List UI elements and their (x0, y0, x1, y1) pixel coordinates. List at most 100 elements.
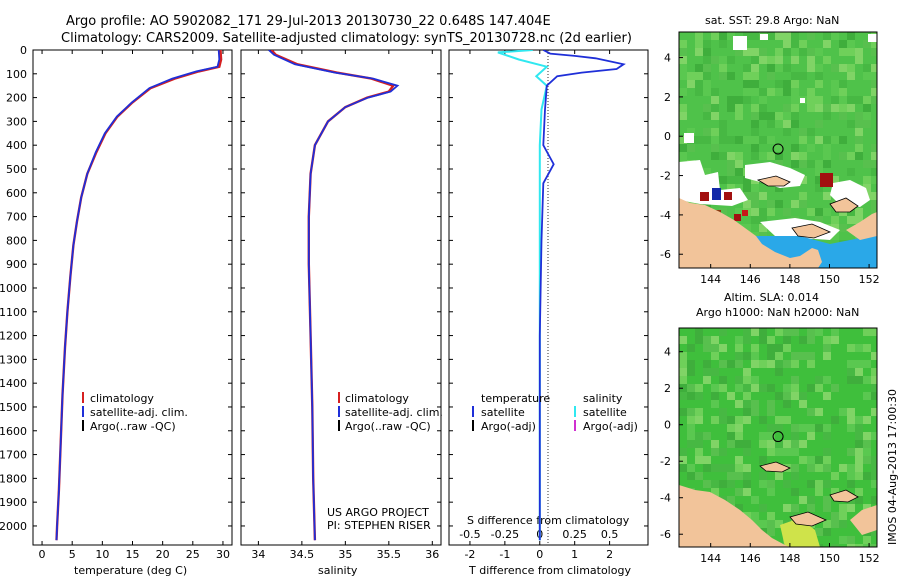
x-tick-label: 10 (95, 548, 109, 561)
map-cell (751, 328, 759, 336)
map-cell (871, 496, 877, 504)
map-cell (855, 360, 863, 368)
map-cell (799, 136, 807, 144)
depth-tick-label: 500 (6, 163, 27, 176)
map-cell (863, 104, 871, 112)
x-tick-label: -0.5 (459, 528, 480, 541)
warm-patch (700, 192, 709, 201)
temperature-difference-line (538, 50, 626, 541)
map-cell (839, 520, 847, 528)
map-cell (799, 352, 807, 360)
map-cell (679, 40, 687, 48)
map-cell (871, 368, 877, 376)
x-tick-label: -0.25 (491, 528, 519, 541)
map-cell (735, 432, 743, 440)
map-cell (703, 432, 711, 440)
map-cell (743, 64, 751, 72)
x-tick-label: 1 (571, 548, 578, 561)
map-cell (783, 48, 791, 56)
x-tick-label: 35 (338, 548, 352, 561)
map-cell (767, 520, 775, 528)
map-cell (807, 56, 815, 64)
map-cell (815, 528, 823, 536)
map-cell (807, 160, 815, 168)
map-cell (687, 424, 695, 432)
map-cell (775, 440, 783, 448)
map-cell (791, 432, 799, 440)
map-cell (799, 400, 807, 408)
map-cell (759, 432, 767, 440)
map-cell (831, 64, 839, 72)
map-cell (711, 400, 719, 408)
map-cell (783, 344, 791, 352)
map-cell (871, 472, 877, 480)
map-cell (791, 96, 799, 104)
map-cell (839, 112, 847, 120)
x-tick-label: 0 (536, 548, 543, 561)
map-cell (703, 48, 711, 56)
map-cell (847, 344, 855, 352)
x-tick-label: 2 (606, 548, 613, 561)
map-cell (775, 344, 783, 352)
map-cell (871, 88, 877, 96)
s-difference-axis-label: S difference from climatology (467, 514, 630, 527)
map-cell (815, 488, 823, 496)
cloud-patch (760, 34, 768, 40)
depth-tick-label: 2000 (0, 520, 27, 533)
depth-tick-label: 800 (6, 234, 27, 247)
map-cell (791, 504, 799, 512)
lon-tick-label: 152 (859, 273, 880, 286)
map-cell (727, 184, 735, 192)
map-cell (743, 416, 751, 424)
float-position-marker (772, 143, 784, 155)
map-cell (831, 512, 839, 520)
map-cell (767, 432, 775, 440)
map-cell (767, 424, 775, 432)
cloud-patch (800, 98, 805, 103)
map-cell (679, 56, 687, 64)
map-cell (831, 32, 839, 40)
map-cell (847, 152, 855, 160)
sla-land (679, 485, 790, 547)
map-cell (679, 448, 687, 456)
project-annotation-line2: PI: STEPHEN RISER (327, 519, 431, 532)
map-cell (863, 376, 871, 384)
lat-tick-label: 2 (664, 91, 671, 104)
map-cell (719, 32, 727, 40)
map-cell (711, 336, 719, 344)
map-cell (695, 392, 703, 400)
map-cell (695, 456, 703, 464)
map-cell (679, 112, 687, 120)
map-cell (783, 64, 791, 72)
depth-tick-label: 1400 (0, 377, 27, 390)
map-cell (775, 88, 783, 96)
map-cell (783, 360, 791, 368)
map-cell (855, 464, 863, 472)
sla-island (789, 511, 827, 527)
map-cell (775, 120, 783, 128)
map-cell (743, 176, 751, 184)
map-cell (695, 72, 703, 80)
x-tick-label: 30 (216, 548, 230, 561)
depth-tick-label: 1700 (0, 449, 27, 462)
difference-panel (448, 49, 649, 546)
map-cell (695, 32, 703, 40)
map-cell (863, 72, 871, 80)
map-cell (727, 104, 735, 112)
map-cell (815, 464, 823, 472)
map-cell (815, 176, 823, 184)
depth-tick-label: 1200 (0, 330, 27, 343)
map-cell (735, 48, 743, 56)
map-cell (863, 448, 871, 456)
map-cell (703, 376, 711, 384)
map-cell (727, 392, 735, 400)
map-cell (863, 360, 871, 368)
map-cell (799, 496, 807, 504)
map-cell (735, 384, 743, 392)
map-cell (847, 120, 855, 128)
map-cell (815, 456, 823, 464)
map-cell (687, 440, 695, 448)
map-cell (823, 152, 831, 160)
map-cell (767, 208, 775, 216)
map-cell (855, 344, 863, 352)
